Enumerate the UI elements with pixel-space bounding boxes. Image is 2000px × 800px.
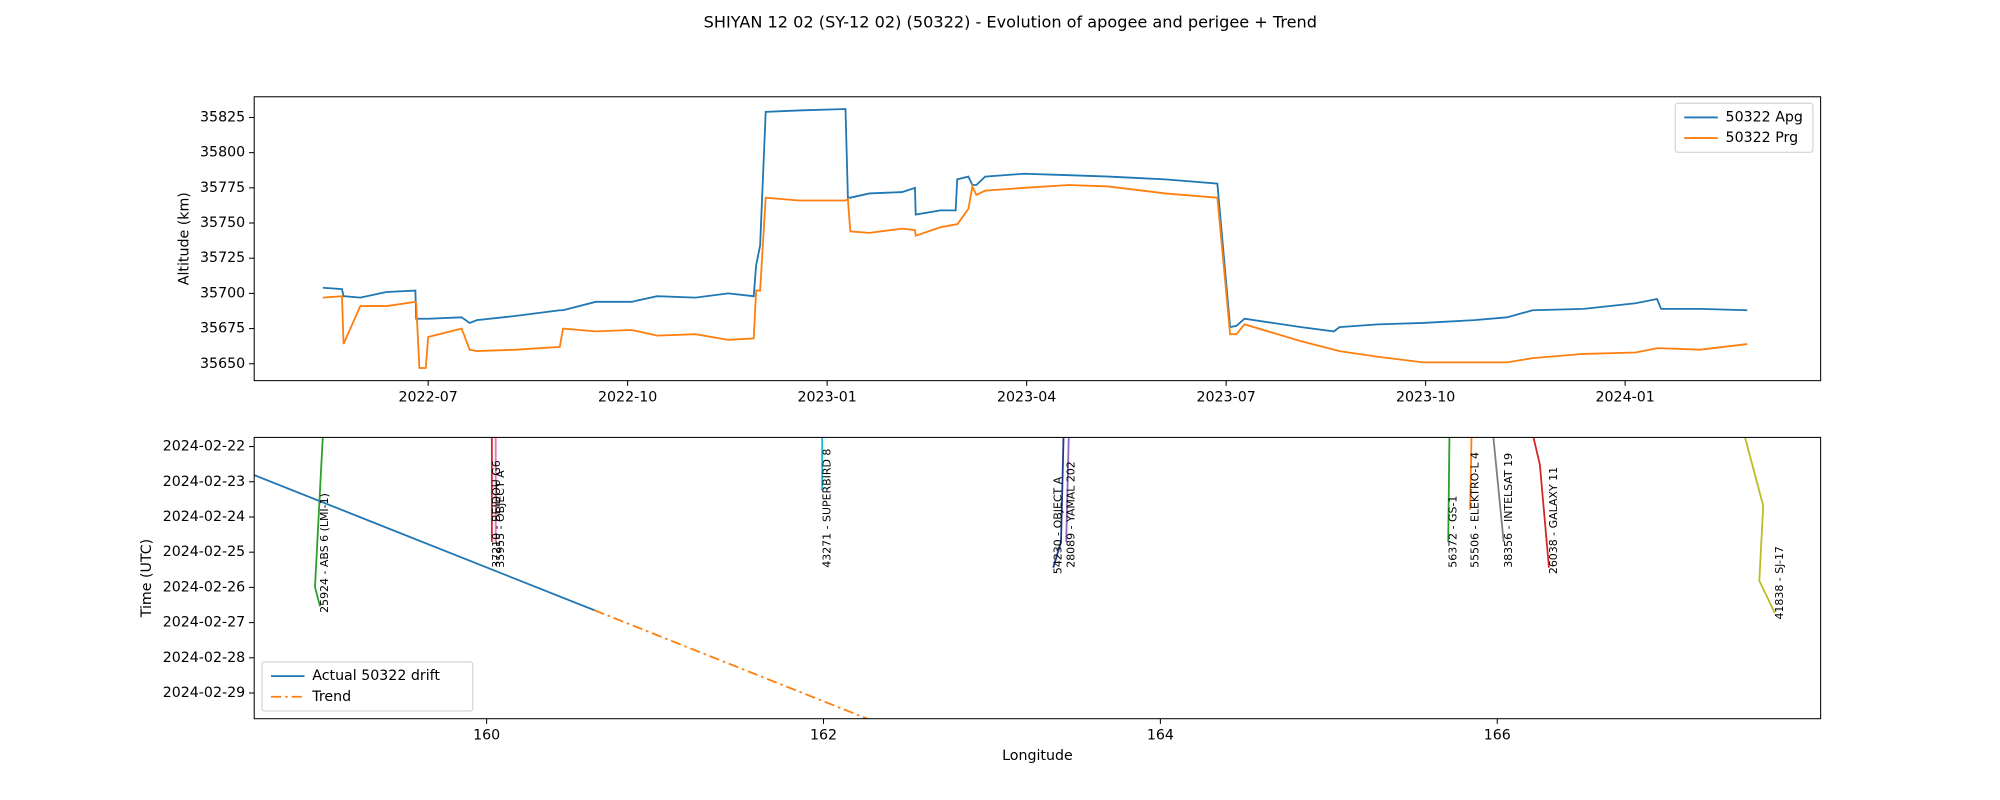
y-tick-label: 35775 [200,180,245,196]
series-line [254,474,595,612]
y-tick-label: 2024-02-23 [163,474,245,490]
x-tick-label: 162 [810,727,837,743]
y-tick-label: 35725 [200,250,245,266]
track-line [1469,437,1473,510]
plot-frame [253,436,1822,720]
x-tick-label: 166 [1484,727,1511,743]
x-tick-label: 2024-01 [1595,389,1654,405]
legend-label: Actual 50322 drift [312,668,440,684]
track-label: 26038 - GALAXY 11 [1547,467,1560,574]
track-label: 38356 - INTELSAT 19 [1502,453,1515,568]
series-line [322,183,1748,369]
y-tick-label: 2024-02-22 [163,439,245,455]
plot-frame [253,96,1822,382]
track-label: 25924 - ABS 6 (LMI-1) [318,493,331,613]
plot-area [322,108,1748,369]
y-axis-label: Altitude (km) [177,192,193,285]
track-line [1744,437,1776,614]
track-label: 43271 - SUPERBIRD 8 [820,449,833,568]
x-tick-label: 160 [473,727,500,743]
series-line [322,108,1748,333]
track-line [1447,437,1451,542]
legend-box [261,661,474,712]
x-tick-label: 2023-10 [1396,389,1455,405]
track-line [1492,437,1505,543]
x-tick-label: 2023-01 [798,389,857,405]
y-tick-label: 35650 [200,356,245,372]
track-line [314,437,324,607]
legend-box [1674,102,1814,153]
y-tick-label: 35700 [200,285,245,301]
y-tick-label: 2024-02-24 [163,509,245,525]
y-tick-label: 2024-02-26 [163,579,245,595]
plot-area [254,437,1776,719]
track-label: 37210 - BEIDOU G6 [490,460,503,567]
y-tick-label: 35825 [200,109,245,125]
track-label: 55506 - ELEKTRO-L 4 [1468,452,1481,568]
y-tick-label: 35800 [200,145,245,161]
y-tick-label: 2024-02-28 [163,650,245,666]
track-label: 41838 - SJ-17 [1773,546,1786,619]
y-axis-label: Time (UTC) [139,539,155,618]
x-tick-label: 2022-07 [399,389,458,405]
y-tick-label: 2024-02-27 [163,615,245,631]
track-line [1532,437,1550,568]
track-line [1052,437,1065,568]
figure-title: SHIYAN 12 02 (SY-12 02) (50322) - Evolut… [704,13,1317,32]
track-label: 28089 - YAMAL 202 [1064,461,1077,568]
series-line [594,609,868,719]
x-tick-label: 2022-10 [598,389,657,405]
track-label: 35955 - OBJECT A [494,470,507,568]
x-tick-label: 2023-04 [997,389,1056,405]
track-line [1065,437,1070,542]
y-tick-label: 2024-02-25 [163,544,245,560]
x-axis-label: Longitude [1002,748,1073,764]
track-label: 56372 - GS-1 [1446,496,1459,568]
legend-label: 50322 Prg [1726,130,1799,146]
y-tick-label: 2024-02-29 [163,685,245,701]
x-tick-label: 2023-07 [1197,389,1256,405]
y-tick-label: 35675 [200,321,245,337]
legend-label: Trend [311,689,351,705]
track-label: 54230 - OBJECT A [1051,476,1064,574]
y-tick-label: 35750 [200,215,245,231]
x-tick-label: 164 [1147,727,1174,743]
legend-label: 50322 Apg [1726,109,1803,125]
